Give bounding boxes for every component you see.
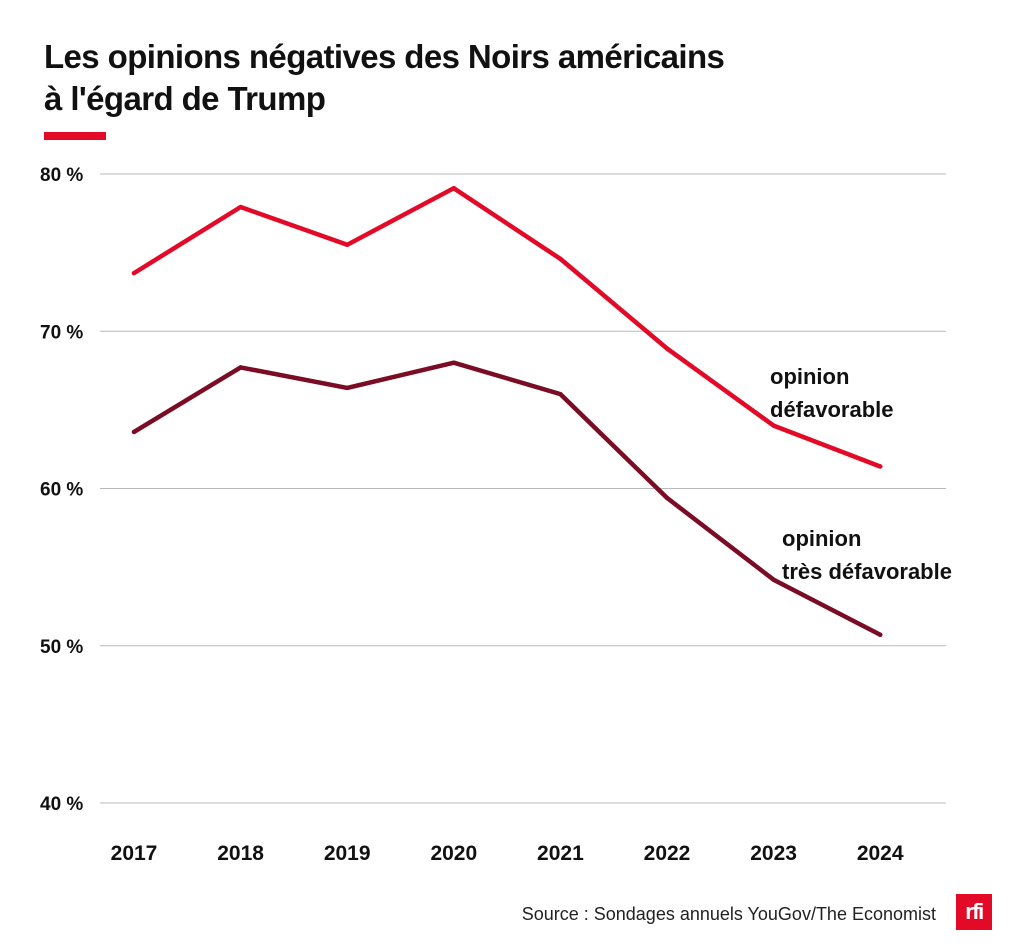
x-tick-label: 2021	[537, 842, 584, 865]
series-line-tres-defavorable	[131, 360, 883, 637]
data-point	[345, 242, 350, 247]
data-point	[771, 423, 776, 428]
data-point	[771, 577, 776, 582]
x-tick-label: 2022	[644, 842, 691, 865]
chart-title-line-1: Les opinions négatives des Noirs américa…	[44, 38, 725, 75]
series-line-defavorable	[131, 185, 883, 469]
y-tick-label: 50 %	[40, 637, 83, 658]
chart-title: Les opinions négatives des Noirs américa…	[44, 36, 944, 120]
source-note: Source : Sondages annuels YouGov/The Eco…	[521, 904, 936, 924]
series-label: opinion	[770, 364, 849, 389]
data-point	[664, 495, 670, 501]
grid-lines	[100, 173, 946, 804]
x-tick-label: 2019	[324, 842, 371, 865]
y-tick-label: 80 %	[40, 165, 83, 186]
data-point	[238, 204, 243, 210]
data-point	[238, 365, 243, 370]
x-tick-label: 2023	[750, 842, 797, 865]
data-point	[345, 385, 350, 391]
data-point	[558, 391, 563, 397]
data-point	[878, 464, 883, 469]
data-point	[558, 256, 563, 262]
title-accent-bar	[44, 132, 106, 140]
rfi-logo: rfi	[956, 894, 992, 930]
data-point	[131, 429, 137, 435]
line-chart: 40 % 50 % 60 % 70 % 80 % 2017 2018 2019 2020 202…	[40, 165, 952, 865]
y-tick-label: 60 %	[40, 480, 83, 501]
series-label: opinion	[782, 526, 861, 551]
data-point	[131, 270, 137, 276]
data-series	[131, 185, 883, 637]
series-labels: opinion défavorable opinion très défavorabl…	[770, 364, 952, 584]
data-point	[451, 360, 456, 365]
x-axis-tick-labels: 2017 2018 2019 2020 2021 2022 2023 2024	[111, 842, 904, 865]
series-label: défavorable	[770, 397, 894, 422]
data-point	[451, 185, 456, 191]
y-tick-label: 70 %	[40, 322, 83, 343]
x-tick-label: 2017	[111, 842, 158, 865]
data-point	[664, 346, 670, 351]
x-tick-label: 2024	[857, 842, 904, 865]
x-tick-label: 2020	[430, 842, 477, 865]
series-label: très défavorable	[782, 559, 952, 584]
data-point	[878, 632, 883, 637]
chart-title-line-2: à l'égard de Trump	[44, 80, 326, 117]
x-tick-label: 2018	[217, 842, 264, 865]
y-axis-tick-labels: 40 % 50 % 60 % 70 % 80 %	[40, 165, 83, 815]
y-tick-label: 40 %	[40, 794, 83, 815]
